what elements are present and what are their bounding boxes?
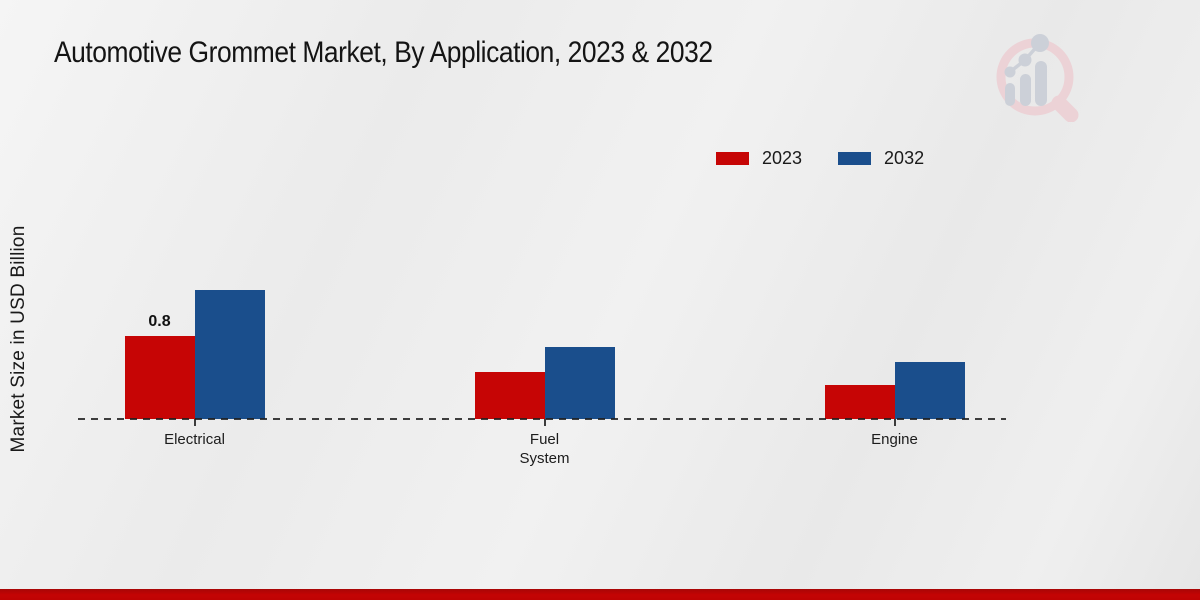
bar-value-label-2023-electrical: 0.8 (148, 313, 171, 331)
legend-label: 2032 (884, 148, 925, 168)
category-label-fuel-system: Fuel System (519, 431, 570, 467)
market-research-future-logo-icon (996, 34, 1079, 122)
category-label-engine: Engine (871, 431, 918, 448)
bar-2032-electrical (194, 290, 265, 419)
footer-accent-strip (0, 589, 1200, 600)
x-axis-tick-fuel-system (543, 419, 546, 426)
legend-swatch-2032 (838, 152, 872, 165)
plot-area: 0.8 Electrical Fuel System Engine (78, 269, 1006, 467)
x-axis-baseline (78, 418, 1006, 420)
y-axis-label: Market Size in USD Billion (8, 225, 29, 453)
bar-2023-engine (824, 385, 895, 419)
category-label-electrical: Electrical (164, 431, 225, 448)
legend-label: 2023 (762, 148, 803, 168)
legend: 2023 2032 (716, 148, 924, 169)
bar-2032-fuel-system (544, 347, 615, 419)
legend-item-2032: 2032 (838, 148, 924, 169)
x-axis-tick-engine (893, 419, 896, 426)
bar-2032-engine (894, 362, 965, 419)
legend-swatch-2023 (716, 152, 749, 165)
bar-2023-electrical (124, 336, 195, 419)
legend-item-2023: 2023 (716, 148, 802, 169)
bar-2023-fuel-system (474, 372, 545, 419)
chart-title: Automotive Grommet Market, By Applicatio… (54, 36, 713, 69)
x-axis-tick-electrical (193, 419, 196, 426)
